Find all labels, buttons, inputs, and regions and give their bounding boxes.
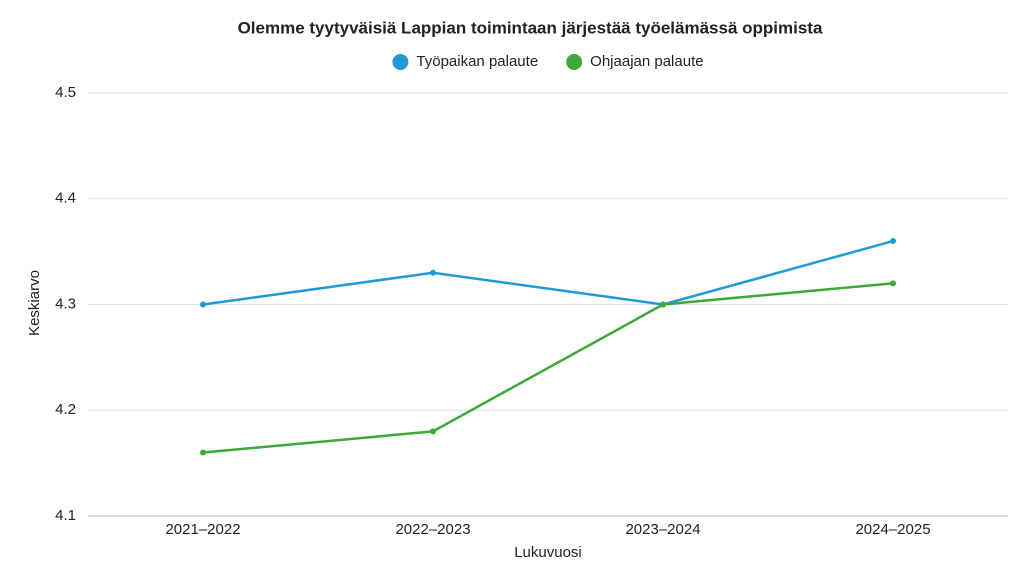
legend-label: Ohjaajan palaute — [590, 53, 703, 70]
x-axis-label: Lukuvuosi — [514, 544, 582, 561]
y-tick-label: 4.1 — [55, 507, 76, 524]
legend-marker — [566, 54, 583, 70]
data-point — [890, 280, 896, 287]
y-tick-label: 4.4 — [55, 190, 76, 207]
data-point — [660, 301, 666, 308]
y-axis-label: Keskiarvo — [26, 270, 43, 336]
legend-label: Työpaikan palaute — [416, 53, 538, 70]
chart-title: Olemme tyytyväisiä Lappian toimintaan jä… — [238, 18, 823, 37]
x-tick-label: 2024–2025 — [855, 521, 930, 538]
data-point — [430, 269, 436, 276]
y-tick-label: 4.3 — [55, 295, 76, 312]
legend: Työpaikan palaute Ohjaajan palaute — [392, 53, 704, 70]
data-point — [200, 449, 206, 456]
data-point — [200, 301, 206, 308]
series-line — [202, 239, 894, 306]
data-point — [890, 238, 896, 245]
data-point — [430, 428, 436, 435]
x-tick-label: 2022–2023 — [395, 521, 470, 538]
x-tick-label: 2021–2022 — [165, 521, 240, 538]
y-tick-label: 4.2 — [55, 401, 76, 418]
x-tick-label: 2023–2024 — [625, 521, 700, 538]
legend-marker — [392, 54, 409, 70]
series-line — [202, 282, 894, 454]
y-tick-label: 4.5 — [55, 84, 76, 101]
